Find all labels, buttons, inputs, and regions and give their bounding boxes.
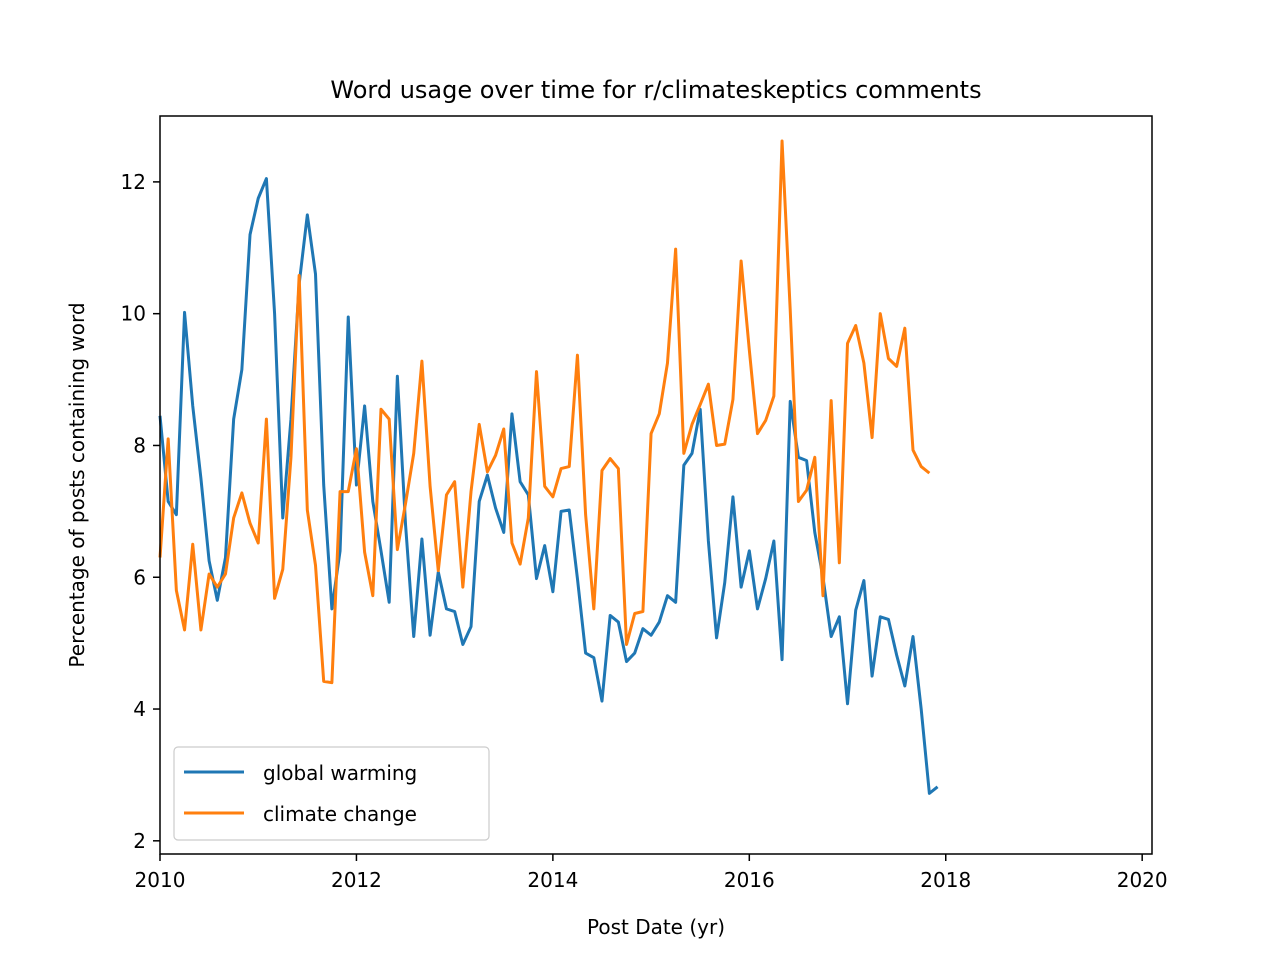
series-layer (158, 139, 939, 795)
y-tick-label: 6 (133, 565, 146, 589)
legend-label-climate-change: climate change (263, 802, 417, 826)
y-axis: 2 4 6 8 10 12 (121, 170, 160, 853)
series-line-global-warming (158, 177, 939, 795)
y-tick-label: 12 (121, 170, 146, 194)
y-tick-label: 4 (133, 697, 146, 721)
y-tick-label: 10 (121, 302, 146, 326)
series-line-climate-change (158, 139, 931, 685)
legend: global warming climate change (173, 746, 490, 841)
x-tick-label: 2012 (331, 868, 382, 892)
legend-box (173, 746, 490, 841)
plot-frame (159, 115, 1153, 855)
x-axis: 2010 2012 2014 2016 2018 2020 (135, 854, 1168, 892)
x-tick-label: 2010 (135, 868, 186, 892)
x-tick-label: 2018 (920, 868, 971, 892)
x-tick-label: 2020 (1117, 868, 1168, 892)
y-tick-label: 2 (133, 829, 146, 853)
x-axis-label: Post Date (yr) (587, 915, 725, 939)
x-tick-label: 2014 (527, 868, 578, 892)
legend-label-global-warming: global warming (263, 761, 417, 785)
y-tick-label: 8 (133, 433, 146, 457)
y-axis-label: Percentage of posts containing word (65, 302, 89, 667)
x-tick-label: 2016 (724, 868, 775, 892)
chart-title: Word usage over time for r/climateskepti… (330, 76, 981, 104)
